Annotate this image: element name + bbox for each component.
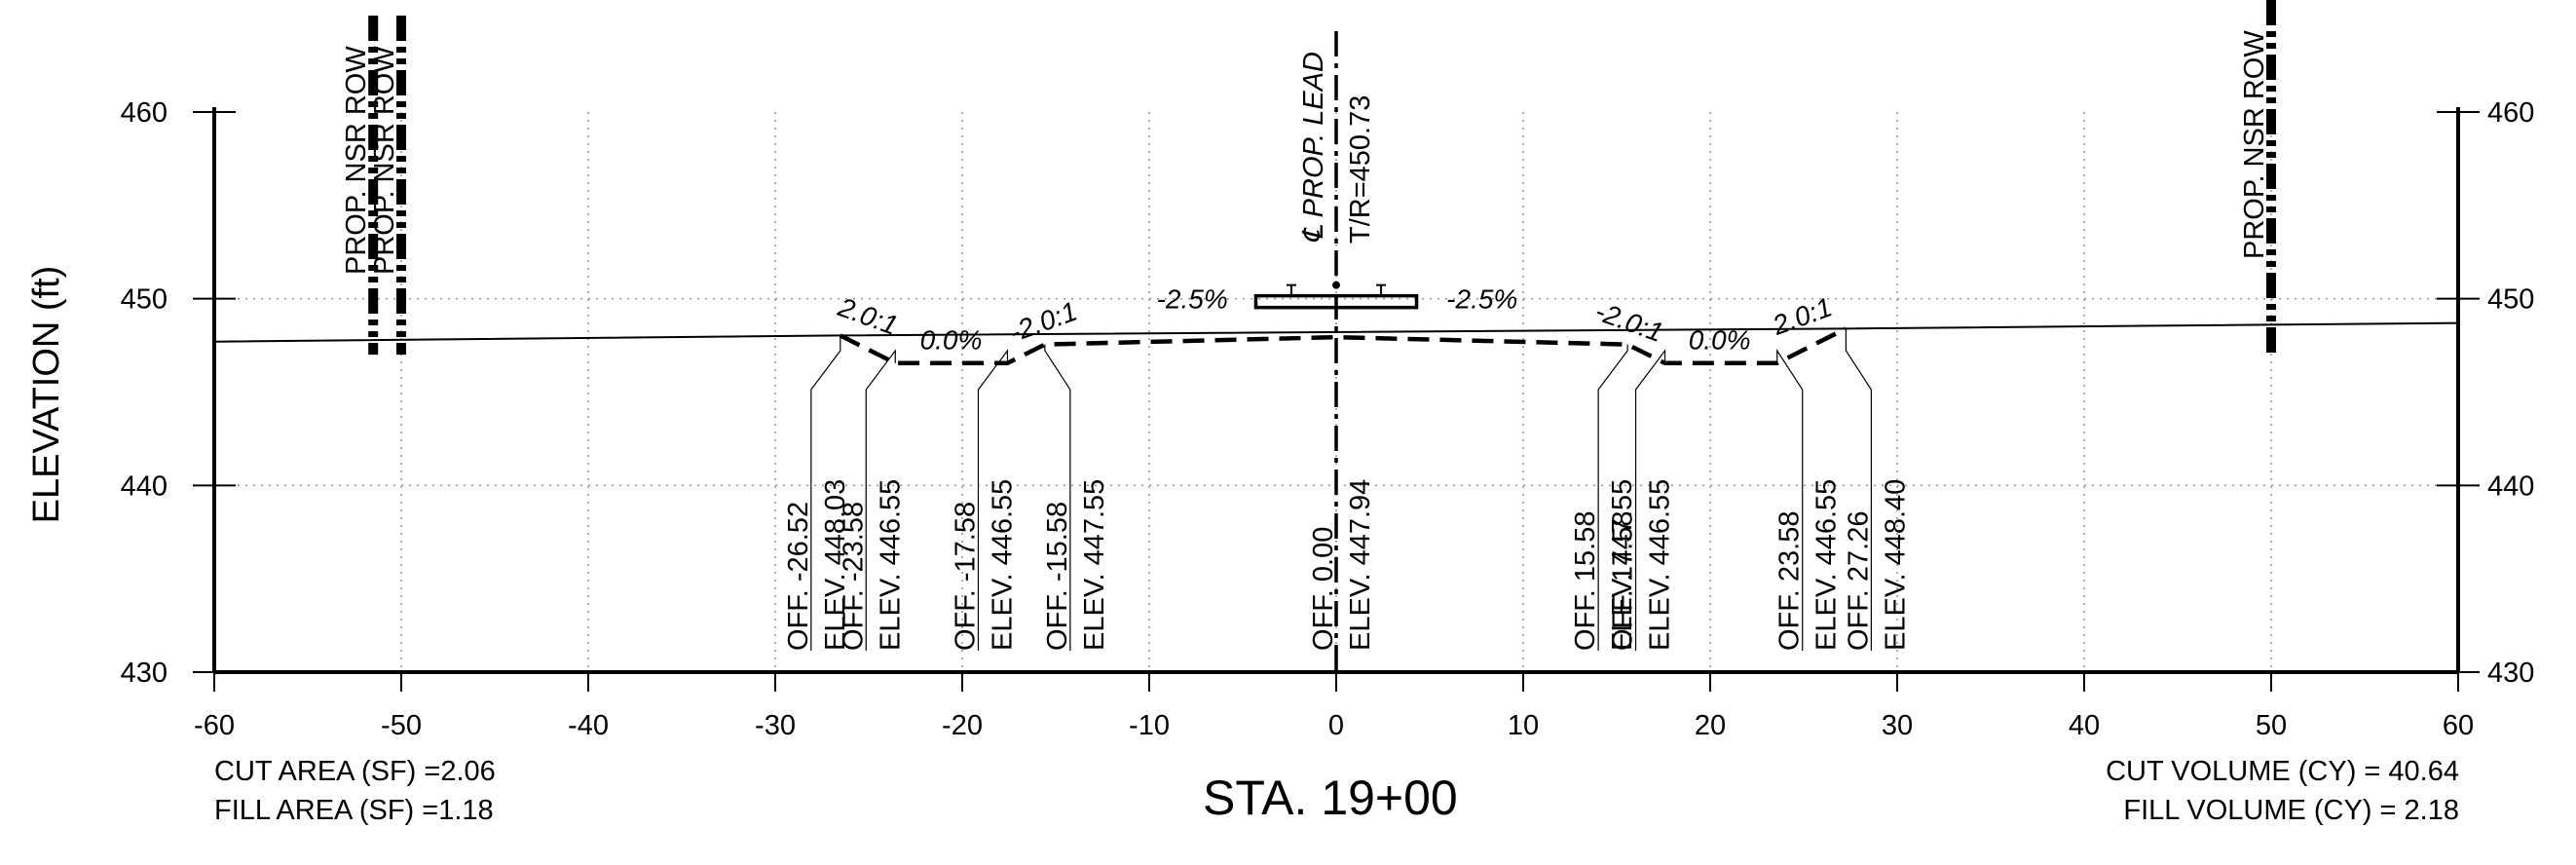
leader-line [1044, 344, 1071, 651]
slope-label: -2.5% [1157, 283, 1228, 314]
x-tick-label: 40 [2069, 710, 2100, 741]
x-tick-label: 0 [1328, 710, 1344, 741]
offset-callout-offset: OFF. 27.26 [1843, 511, 1874, 651]
offset-callout-elevation: ELEV. 446.55 [1645, 479, 1676, 651]
leader-line [865, 349, 896, 651]
slope-label: -2.0:1 [1005, 296, 1081, 349]
leader-line [1845, 328, 1872, 651]
offset-callout-elevation: ELEV. 448.40 [1880, 479, 1911, 651]
y-tick-label: 430 [2487, 658, 2534, 689]
annotations: ℄ PROP. LEAD T/R=450.73 2.0:1 0.0% -2.0:1 -2.… [783, 52, 1911, 651]
y-tick-label: 430 [121, 658, 168, 689]
slope-label: 0.0% [1689, 324, 1751, 355]
offset-callout-elevation: ELEV. 446.55 [875, 479, 906, 651]
y-tick-label: 440 [2487, 470, 2534, 502]
offset-callout-elevation: ELEV. 447.55 [1079, 479, 1110, 651]
leader-line [977, 349, 1009, 651]
x-tick-label: -20 [942, 710, 983, 741]
leader-line [1597, 344, 1628, 651]
cut-volume-label: CUT VOLUME (CY) = 40.64 [2106, 756, 2459, 787]
top-of-rail-label: T/R=450.73 [1345, 95, 1376, 244]
station-label: STA. 19+00 [1203, 771, 1458, 825]
x-tick-label: 10 [1508, 710, 1539, 741]
row-label: PROP. NSR ROW [2239, 30, 2270, 259]
offset-callout-offset: OFF. 17.58 [1608, 511, 1639, 651]
existing-ground-line [213, 321, 2459, 343]
offset-callout-offset: OFF. -17.58 [950, 502, 981, 651]
y-tick-label: 450 [121, 284, 168, 316]
profile-grade-point [1332, 281, 1340, 289]
x-tick-label: -40 [568, 710, 609, 741]
slope-label: -2.0:1 [1591, 296, 1667, 349]
tie [1253, 293, 1419, 310]
leader-line [1634, 349, 1666, 651]
fill-area-label: FILL AREA (SF) =1.18 [214, 795, 494, 826]
y-tick-label: 460 [2487, 97, 2534, 129]
fill-volume-label: FILL VOLUME (CY) = 2.18 [2123, 795, 2459, 826]
offset-callout-elevation: ELEV. 447.55 [1607, 479, 1638, 651]
centerline-callout-offset: OFF. 0.00 [1308, 527, 1339, 651]
cut-area-label: CUT AREA (SF) =2.06 [214, 756, 496, 787]
x-tick-label: 60 [2443, 710, 2474, 741]
offset-callout-offset: OFF. -26.52 [783, 502, 814, 651]
centerline-label: ℄ PROP. LEAD [1298, 52, 1329, 244]
offset-callout-offset: OFF. -15.58 [1042, 502, 1073, 651]
row-label: PROP. NSR ROW [369, 46, 400, 275]
proposed-section-line [839, 326, 1848, 366]
offset-callout-offset: OFF. 15.58 [1570, 511, 1601, 651]
slope-label: 0.0% [920, 324, 983, 355]
x-tick-label: 20 [1695, 710, 1726, 741]
x-tick-label: -10 [1129, 710, 1170, 741]
slope-label: 2.0:1 [834, 291, 902, 341]
ground-profiles [213, 321, 2459, 366]
leader-line [1776, 348, 1804, 651]
x-tick-label: 30 [1882, 710, 1913, 741]
axes: 430 430 440 440 450 450 460 460 -60 -50 -40 -30 -20 -… [121, 97, 2535, 741]
leader-line [810, 335, 841, 651]
offset-callout-offset: OFF. 23.58 [1774, 511, 1806, 651]
offset-callout-offset: OFF. -23.58 [838, 502, 869, 651]
offset-callout-elevation: ELEV. 446.55 [1811, 479, 1843, 651]
centerline-callout-elevation: ELEV. 447.94 [1345, 479, 1376, 651]
y-axis-label: ELEVATION (ft) [26, 266, 67, 524]
offset-callout-elevation: ELEV. 446.55 [987, 479, 1018, 651]
x-tick-label: 50 [2256, 710, 2287, 741]
y-tick-label: 460 [121, 97, 168, 129]
x-tick-label: -60 [194, 710, 235, 741]
offset-callout-elevation: ELEV. 448.03 [820, 479, 851, 651]
x-tick-label: -30 [755, 710, 796, 741]
y-tick-label: 440 [121, 470, 168, 502]
track-structure [1253, 31, 1419, 672]
slope-label: 2.0:1 [1768, 291, 1836, 341]
x-tick-label: -50 [381, 710, 422, 741]
row-label: PROP. NSR ROW [341, 46, 372, 275]
y-tick-label: 450 [2487, 284, 2534, 316]
slope-label: -2.5% [1446, 283, 1517, 314]
